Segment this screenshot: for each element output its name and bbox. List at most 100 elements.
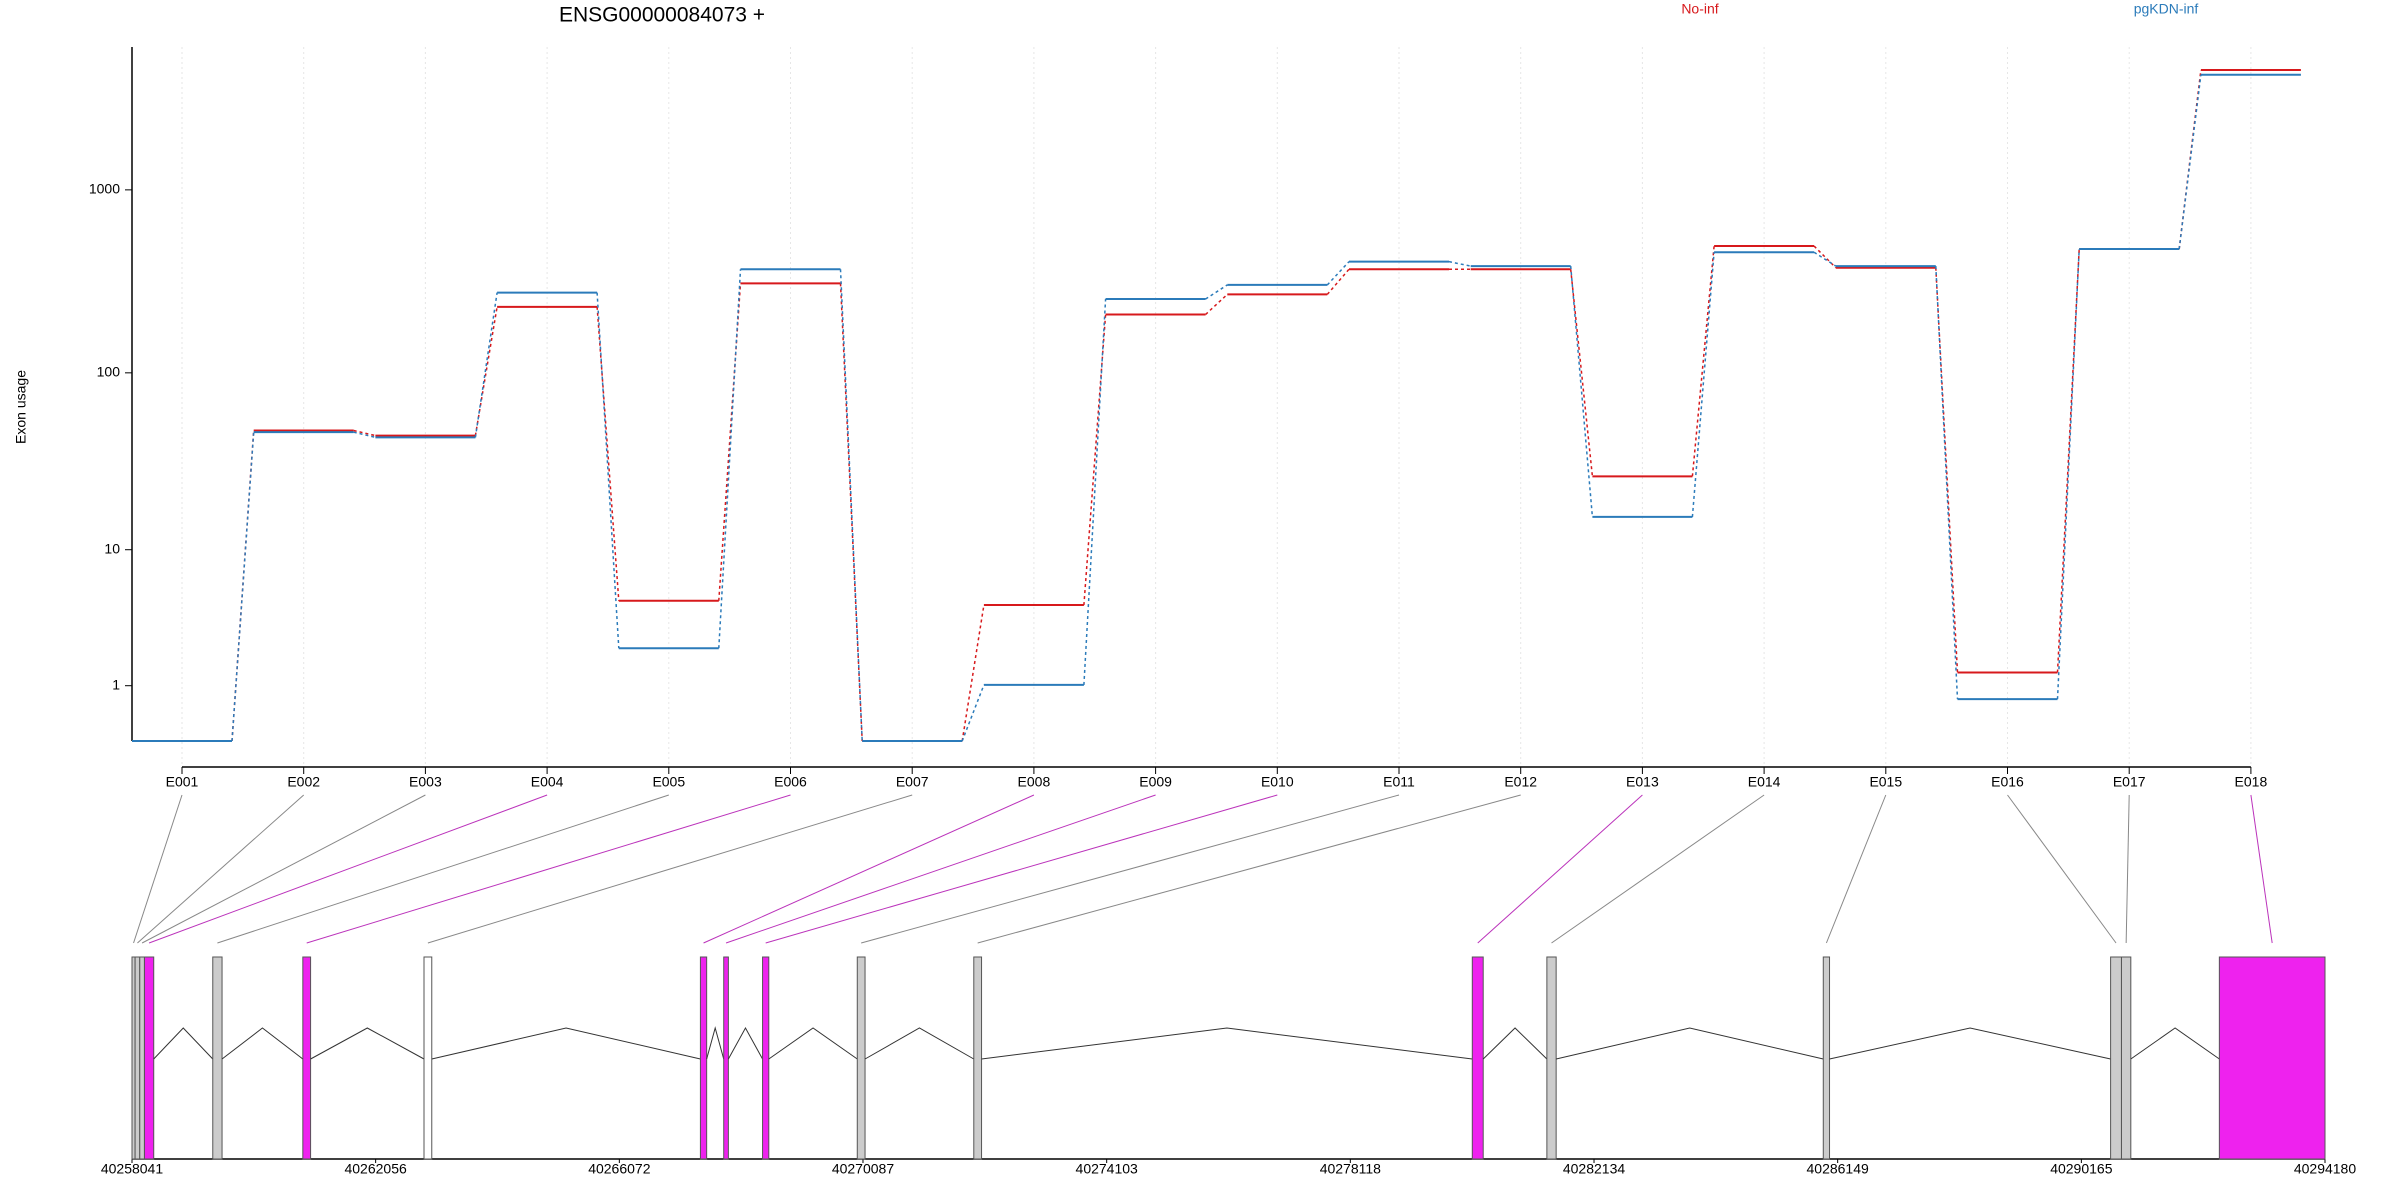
exon-link [2125,794,2130,944]
step-connector [596,292,620,649]
step-connector [839,283,863,742]
exon-link [427,794,913,944]
step-connector [1813,251,1837,267]
intron [431,1027,701,1060]
exon [143,956,155,1160]
exon-link [217,794,669,944]
x-tick-label: 40282134 [1563,1161,1626,1177]
x-tick-label: E010 [1261,774,1294,790]
intron [981,1027,1473,1060]
step-connector [1569,269,1594,477]
x-tick-label: 40262056 [344,1161,407,1177]
step-connector [1205,284,1228,300]
x-tick-label: E004 [531,774,564,790]
step-connector [718,283,742,601]
step-connector [1691,252,1715,517]
intron [310,1027,425,1060]
step-connector [1813,245,1837,269]
step-connector [231,432,255,742]
x-tick-label: E011 [1383,774,1415,790]
step-connector [596,306,620,601]
intron [727,1026,763,1060]
exon [212,956,223,1160]
exon-link [2007,794,2117,944]
x-tick-label: E001 [166,774,199,790]
step-connector [1083,298,1107,685]
step-connector [718,269,742,649]
intron [1482,1027,1548,1060]
x-tick-label: 40270087 [832,1161,895,1177]
legend-label: pgKDN-inf [2134,1,2199,17]
x-tick-label: E014 [1748,774,1781,790]
exon-link [133,794,183,944]
exon [1546,956,1557,1160]
exon-link [977,794,1521,944]
intron [768,1027,858,1060]
step-connector [474,306,498,436]
x-tick-label: E009 [1139,774,1172,790]
step-connector [353,431,376,439]
x-tick-label: 40290165 [2050,1161,2113,1177]
step-connector [1326,261,1350,286]
exon [1471,956,1484,1160]
exon-link [1551,794,1765,944]
x-tick-label: E013 [1626,774,1659,790]
exon [723,956,729,1160]
x-tick-label: 40286149 [1807,1161,1870,1177]
exon-link [137,794,305,944]
exon [1822,956,1831,1160]
exon-link [861,794,1400,944]
exon [139,956,145,1160]
x-tick-label: E015 [1869,774,1902,790]
exon [134,956,141,1160]
step-connector [474,292,498,438]
step-connector [1448,260,1471,267]
x-tick-label: 40274103 [1076,1161,1139,1177]
exon [699,956,708,1160]
x-tick-label: E007 [896,774,929,790]
exon-link [1477,794,1643,944]
exon [2110,956,2122,1160]
intron [706,1026,725,1060]
x-tick-label: E017 [2113,774,2146,790]
x-tick-label: 40278118 [1320,1161,1381,1177]
exon-link [306,794,791,944]
step-connector [961,604,985,742]
x-tick-label: E002 [287,774,320,790]
step-connector [353,429,376,437]
intron [1556,1027,1824,1060]
step-connector [1691,245,1715,477]
exon-link [1825,794,1887,944]
intron [153,1027,214,1060]
x-tick-label: E008 [1018,774,1051,790]
x-tick-label: E006 [774,774,807,790]
step-connector [961,684,985,742]
y-tick-label: 1000 [89,181,120,197]
step-connector [1083,314,1107,606]
exon [856,956,866,1160]
step-connector [1935,267,1959,673]
y-axis-label: Exon usage [13,370,29,444]
intron [1829,1027,2111,1060]
step-connector [1326,268,1350,295]
exon-link [703,794,1035,944]
exon [973,956,983,1160]
x-tick-label: E016 [1991,774,2024,790]
exon-link [141,794,426,944]
exon [2218,956,2326,1160]
step-connector [1205,293,1228,315]
x-tick-label: E012 [1504,774,1537,790]
y-tick-label: 1 [112,676,120,692]
x-tick-label: E018 [2235,774,2268,790]
x-tick-label: 40294180 [2294,1161,2357,1177]
step-connector [839,269,863,742]
exon [762,956,770,1160]
exon-link [725,794,1156,944]
exon-link [2250,794,2273,944]
exon [423,956,433,1160]
exon [2120,956,2132,1160]
legend-label: No-inf [1681,1,1718,17]
x-tick-label: E005 [652,774,685,790]
x-tick-label: 40266072 [588,1161,651,1177]
